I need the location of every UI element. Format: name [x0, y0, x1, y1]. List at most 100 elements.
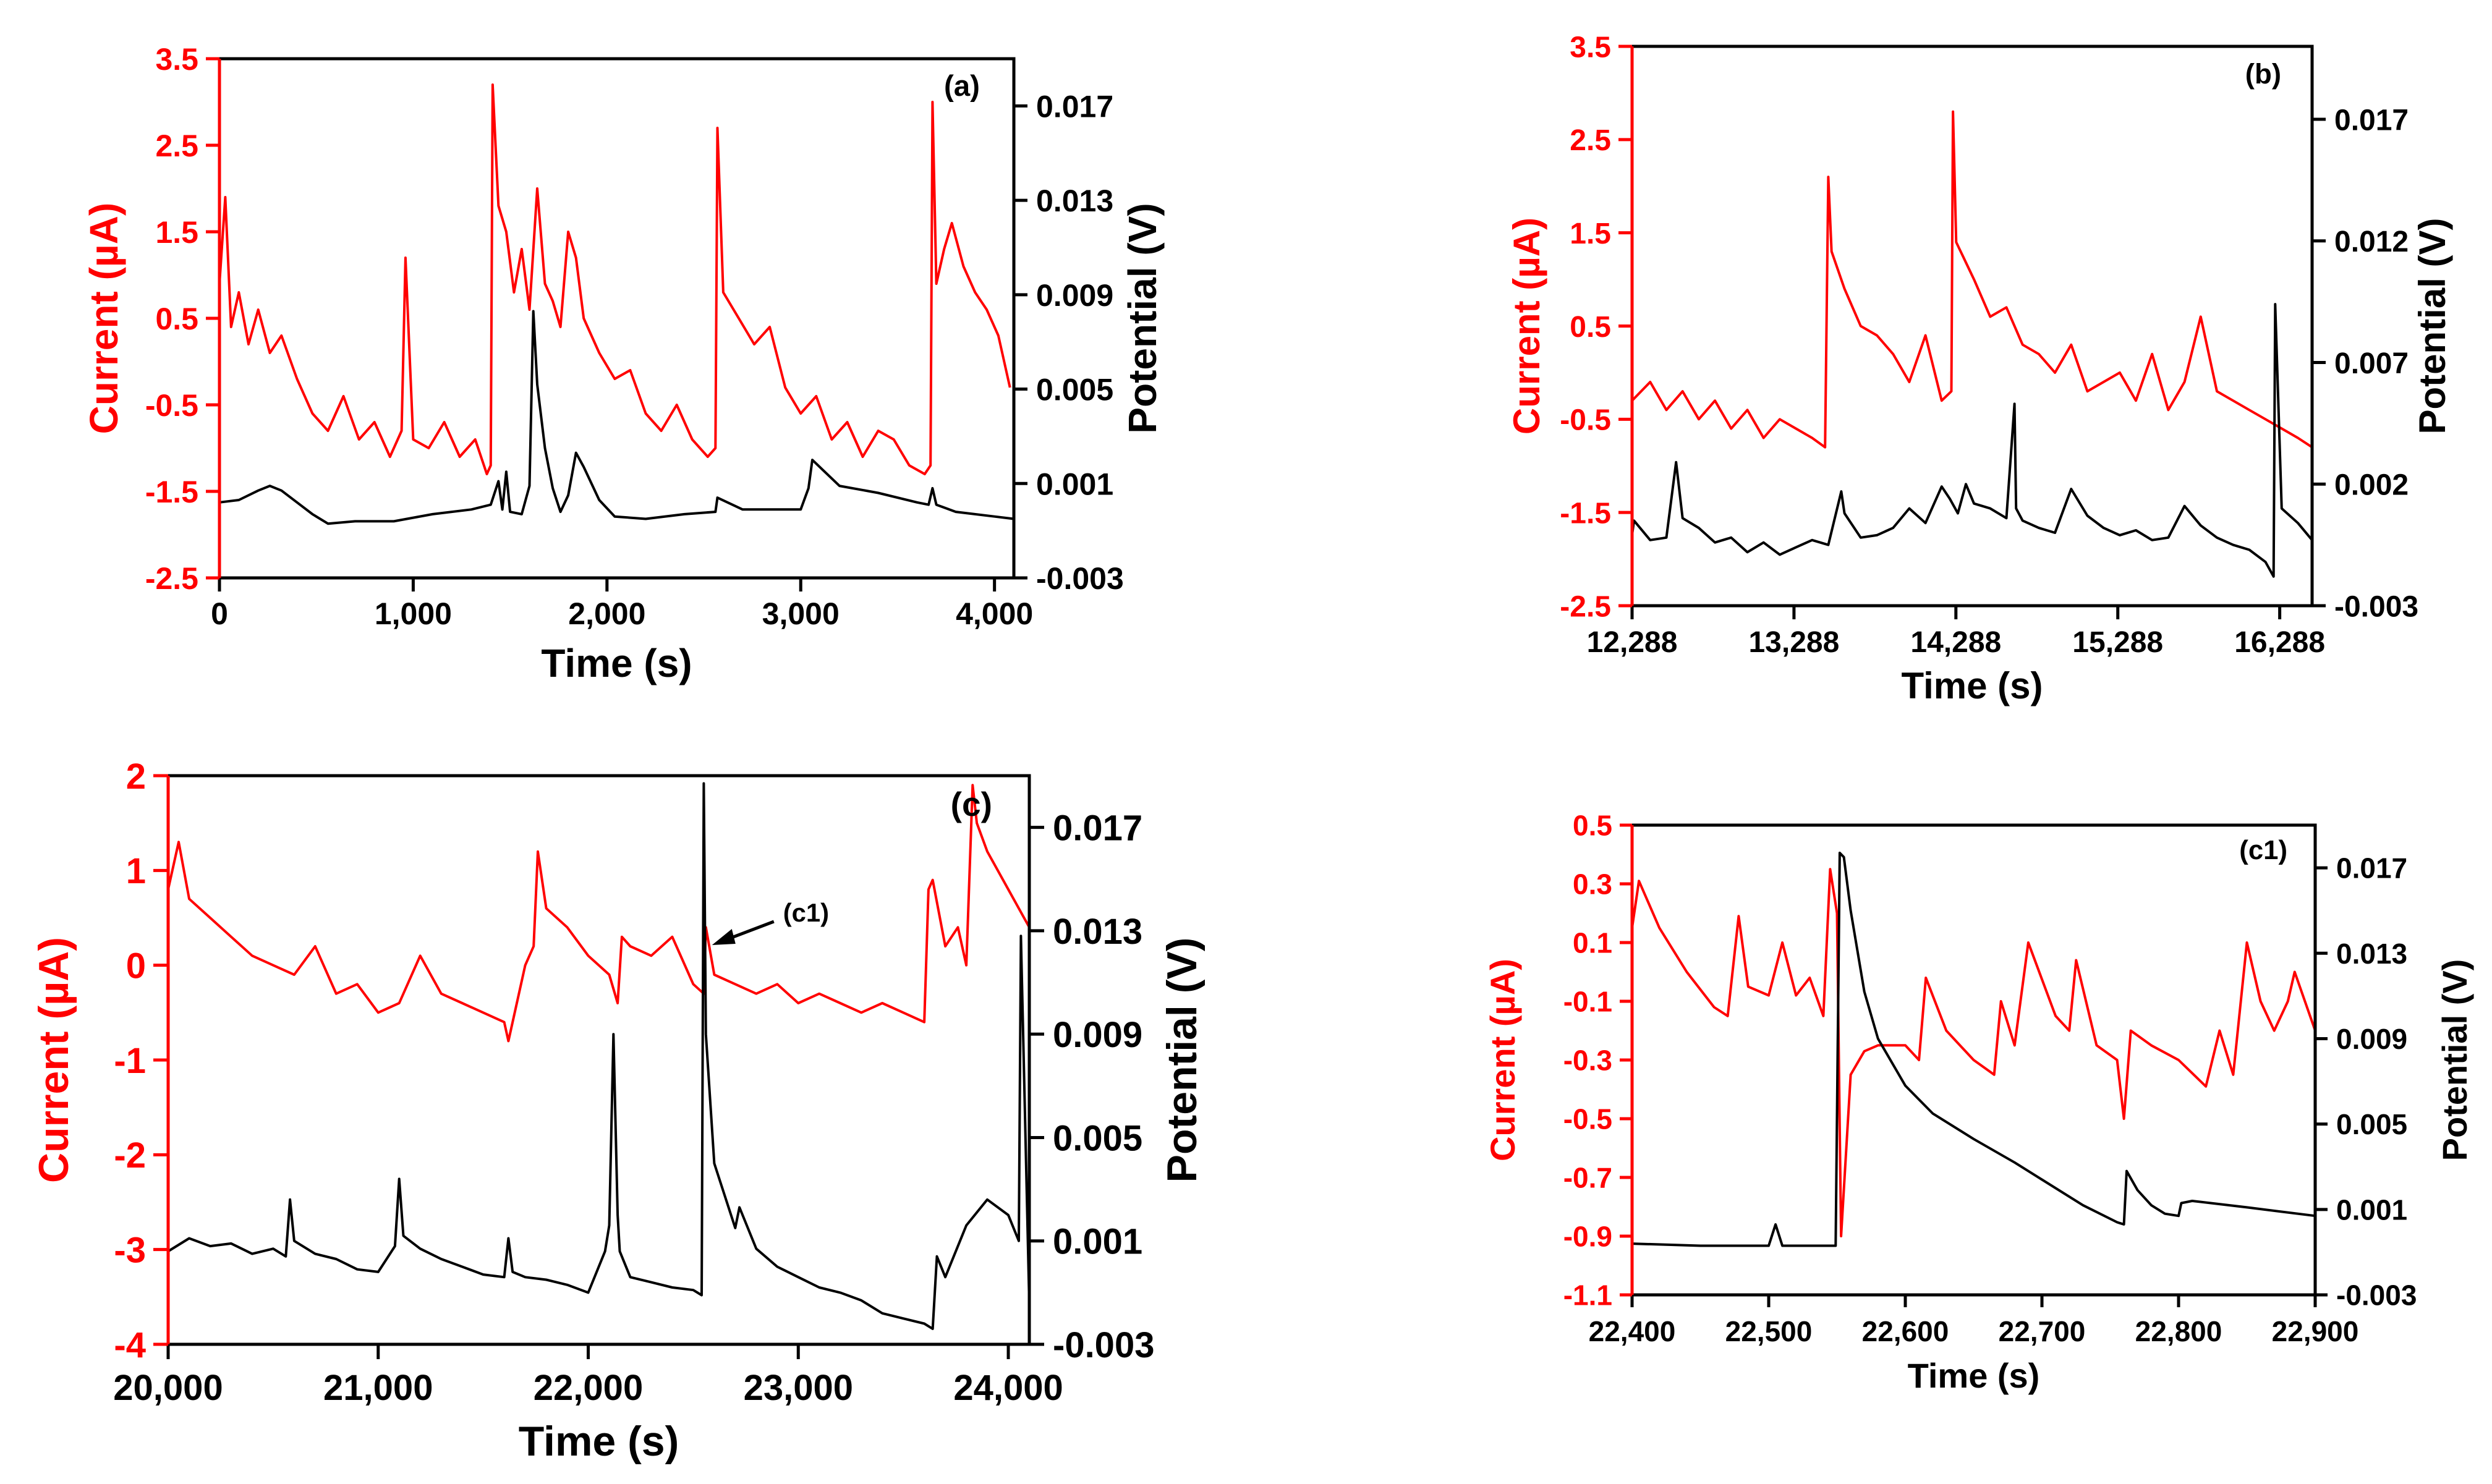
- y-tick-label: 0.5: [1573, 810, 1612, 842]
- y-tick-label: -2: [114, 1135, 146, 1176]
- y-tick-label: 0: [126, 946, 146, 986]
- panel-label: (a): [944, 70, 980, 103]
- y2-tick-label: 0.013: [1036, 184, 1113, 218]
- y-tick-label: 1: [126, 851, 146, 891]
- x-tick-label: 16,288: [2234, 626, 2325, 659]
- x-tick-label: 20,000: [113, 1368, 223, 1408]
- y-tick-label: 0.5: [1570, 311, 1611, 344]
- panel-label: (b): [2245, 58, 2281, 90]
- x-tick-label: 22,500: [1725, 1315, 1813, 1347]
- y-tick-label: -0.5: [1563, 1103, 1612, 1135]
- plot-frame: [1630, 45, 2314, 608]
- y-tick-label: -0.7: [1563, 1162, 1612, 1194]
- x-tick-label: 0: [211, 596, 228, 631]
- y2-tick-label: 0.017: [2336, 852, 2407, 884]
- y-tick-label: -1: [114, 1041, 146, 1081]
- y2-tick-label: 0.007: [2334, 347, 2409, 380]
- y-axis-title-current: Current (µA): [82, 203, 126, 435]
- y-tick-label: -3: [114, 1231, 146, 1271]
- y2-tick-label: 0.017: [2334, 104, 2409, 137]
- series-line-potential: [219, 310, 1014, 525]
- x-tick-label: 4,000: [956, 596, 1033, 631]
- annotation-label: (c1): [783, 898, 829, 927]
- y-tick-label: -2.5: [145, 561, 198, 596]
- chart-panel-0: 0 1,000 2,000 3,000 4,000 -2.5 -1.5 -0.5 0.5 1.5 2…: [82, 42, 1165, 685]
- y-axis-title-current: Current (µA): [30, 937, 77, 1183]
- series-line-potential: [1631, 303, 2313, 578]
- panel-label: (c): [951, 785, 992, 823]
- x-tick-label: 22,700: [1999, 1315, 2086, 1347]
- y-tick-label: 0.3: [1573, 868, 1612, 901]
- series-line-current: [1631, 110, 2313, 449]
- x-tick-label: 22,600: [1862, 1315, 1949, 1347]
- y-tick-label: -1.5: [1560, 497, 1611, 530]
- y2-tick-label: 0.005: [1036, 373, 1113, 407]
- y-tick-label: -4: [114, 1325, 146, 1365]
- y2-tick-label: 0.009: [1036, 278, 1113, 313]
- x-tick-label: 24,000: [953, 1368, 1063, 1408]
- x-tick-label: 23,000: [744, 1368, 853, 1408]
- x-tick-label: 12,288: [1587, 626, 1678, 659]
- y-tick-label: -0.1: [1563, 986, 1612, 1018]
- y-tick-label: 1.5: [1570, 218, 1611, 250]
- y-tick-label: -0.5: [1560, 404, 1611, 437]
- y2-tick-label: -0.003: [2336, 1279, 2417, 1312]
- y-axis-title-current: Current (µA): [1483, 959, 1522, 1161]
- series-line-potential: [1631, 851, 2316, 1247]
- y2-tick-label: 0.009: [1053, 1015, 1142, 1055]
- y2-tick-label: 0.005: [1053, 1118, 1142, 1158]
- chart-panel-1: 12,288 13,288 14,288 15,288 16,288 -2.5 -1.5 -0…: [1506, 31, 2453, 706]
- x-tick-label: 13,288: [1748, 626, 1839, 659]
- series-line-potential: [167, 782, 1031, 1330]
- y-tick-label: 2: [126, 757, 146, 797]
- y2-tick-label: -0.003: [2334, 590, 2418, 623]
- y-tick-label: -1.1: [1563, 1279, 1612, 1312]
- x-tick-label: 21,000: [323, 1368, 433, 1408]
- y-axis-title-current: Current (µA): [1506, 218, 1547, 435]
- series-line-current: [167, 784, 1031, 1043]
- x-tick-label: 22,800: [2135, 1315, 2222, 1347]
- y-tick-label: 3.5: [155, 42, 198, 77]
- y-tick-label: 2.5: [155, 129, 198, 163]
- x-axis-title: Time (s): [541, 641, 692, 685]
- y2-tick-label: 0.001: [1036, 467, 1113, 501]
- y-axis-title-potential: Potential (V): [1159, 938, 1206, 1183]
- series-line-current: [1631, 868, 2316, 1237]
- annotation-arrowhead: [712, 929, 736, 945]
- x-tick-label: 22,000: [534, 1368, 643, 1408]
- y-tick-label: -0.9: [1563, 1221, 1612, 1253]
- x-axis-title: Time (s): [1902, 665, 2043, 706]
- plot-frame: [218, 57, 1016, 580]
- y-tick-label: -0.5: [145, 388, 198, 423]
- x-tick-label: 22,400: [1589, 1315, 1676, 1347]
- x-tick-label: 3,000: [762, 596, 840, 631]
- y-tick-label: 0.1: [1573, 927, 1612, 959]
- y-tick-label: -0.3: [1563, 1045, 1612, 1077]
- y-tick-label: 2.5: [1570, 124, 1611, 157]
- plot-frame: [166, 774, 1031, 1346]
- y2-tick-label: 0.001: [2336, 1194, 2407, 1226]
- y-tick-label: 0.5: [155, 302, 198, 336]
- x-tick-label: 15,288: [2072, 626, 2163, 659]
- y2-tick-label: -0.003: [1036, 561, 1124, 596]
- x-tick-label: 14,288: [1910, 626, 2001, 659]
- y-tick-label: 1.5: [155, 215, 198, 250]
- y2-tick-label: 0.013: [1053, 912, 1142, 952]
- y-tick-label: -2.5: [1560, 590, 1611, 623]
- panel-label: (c1): [2239, 835, 2287, 865]
- y2-tick-label: -0.003: [1053, 1325, 1154, 1365]
- y-axis-title-potential: Potential (V): [1120, 203, 1165, 433]
- x-tick-label: 1,000: [375, 596, 452, 631]
- y2-tick-label: 0.017: [1036, 89, 1113, 124]
- y2-tick-label: 0.013: [2336, 938, 2407, 970]
- y2-tick-label: 0.012: [2334, 226, 2409, 258]
- x-axis-title: Time (s): [1908, 1356, 2040, 1395]
- y-axis-title-potential: Potential (V): [2412, 218, 2453, 434]
- y2-tick-label: 0.002: [2334, 469, 2409, 502]
- chart-panel-3: 22,400 22,500 22,600 22,700 22,800 22,900 -1.1…: [1483, 810, 2474, 1395]
- y-axis-title-potential: Potential (V): [2435, 959, 2474, 1161]
- y2-tick-label: 0.017: [1053, 808, 1142, 849]
- series-line-current: [218, 83, 1011, 475]
- y2-tick-label: 0.005: [2336, 1108, 2407, 1140]
